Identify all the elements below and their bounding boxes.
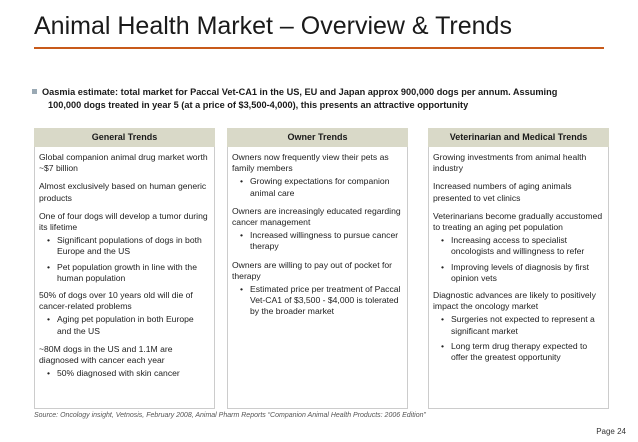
trend-subpoint: Significant populations of dogs in both … (39, 235, 210, 257)
veterinarian-trends-header: Veterinarian and Medical Trends (428, 128, 609, 147)
trend-text: Owners now frequently view their pets as… (232, 152, 389, 174)
key-estimate-line2: 100,000 dogs treated in year 5 (at a pri… (48, 100, 469, 110)
source-note: Source: Oncology insight, Vetnosis, Febr… (34, 412, 426, 419)
trend-subpoint: Growing expectations for companion anima… (232, 176, 403, 198)
owner-trends-column: Owner Trends Owners now frequently view … (227, 128, 408, 409)
title-divider (34, 47, 604, 49)
trend-subpoint: 50% diagnosed with skin cancer (39, 368, 210, 379)
trend-subpoint: Increasing access to specialist oncologi… (433, 235, 604, 257)
trend-subpoint: Estimated price per treatment of Paccal … (232, 284, 403, 318)
square-bullet-icon (32, 89, 37, 94)
trend-text: Growing investments from animal health i… (433, 152, 587, 174)
trend-subpoint: Improving levels of diagnosis by first o… (433, 262, 604, 284)
slide-title: Animal Health Market – Overview & Trends (34, 12, 512, 40)
owner-trends-header: Owner Trends (227, 128, 408, 147)
key-estimate-line1: Oasmia estimate: total market for Paccal… (42, 87, 558, 97)
veterinarian-trends-column: Veterinarian and Medical Trends Growing … (428, 128, 609, 409)
trend-text: Owners are increasingly educated regardi… (232, 205, 401, 228)
trend-text: Owners are willing to pay out of pocket … (232, 259, 393, 281)
general-trends-header: General Trends (34, 128, 215, 147)
trend-text: Increased numbers of aging animals prese… (433, 181, 572, 203)
trend-subpoint: Pet population growth in line with the h… (39, 262, 210, 284)
trend-text: One of four dogs will develop a tumor du… (39, 210, 208, 233)
trend-text: Global companion animal drug market wort… (39, 152, 208, 174)
veterinarian-trends-body: Growing investments from animal health i… (428, 147, 609, 409)
owner-trends-body: Owners now frequently view their pets as… (227, 147, 408, 409)
key-estimate-bullet: Oasmia estimate: total market for Paccal… (32, 86, 604, 112)
trend-subpoint: Increased willingness to pursue cancer t… (232, 230, 403, 252)
trend-subpoint: Long term drug therapy expected to offer… (433, 341, 604, 363)
general-trends-body: Global companion animal drug market wort… (34, 147, 215, 409)
trend-subpoint: Surgeries not expected to represent a si… (433, 314, 604, 336)
general-trends-column: General Trends Global companion animal d… (34, 128, 215, 409)
trend-text: Veterinarians become gradually accustome… (433, 210, 603, 233)
trend-text: Almost exclusively based on human generi… (39, 181, 207, 203)
trend-text: Diagnostic advances are likely to positi… (433, 290, 596, 312)
trend-text: ~80M dogs in the US and 1.1M are diagnos… (39, 343, 173, 366)
trend-subpoint: Aging pet population in both Europe and … (39, 314, 210, 336)
page-number: Page 24 (596, 427, 626, 436)
trend-text: 50% of dogs over 10 years old will die o… (39, 290, 193, 312)
